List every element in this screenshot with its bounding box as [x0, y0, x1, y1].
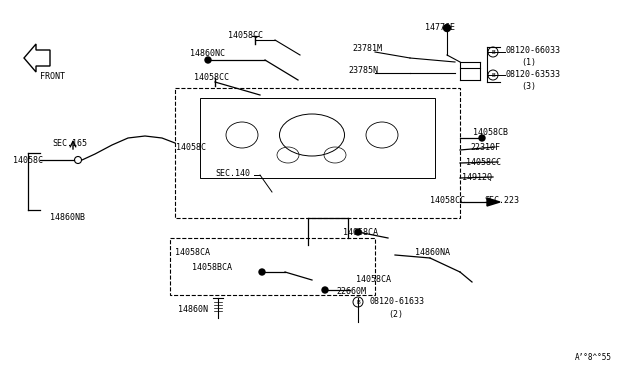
Circle shape: [479, 135, 485, 141]
Circle shape: [259, 269, 265, 275]
Text: 14058CC: 14058CC: [228, 31, 263, 39]
Text: 22660M: 22660M: [336, 288, 366, 296]
Circle shape: [444, 25, 451, 32]
Text: 14058C: 14058C: [176, 142, 206, 151]
Text: SEC.140: SEC.140: [215, 169, 250, 177]
Text: 14058CC: 14058CC: [430, 196, 465, 205]
Text: 22310F: 22310F: [470, 142, 500, 151]
Text: 14058CC: 14058CC: [194, 73, 229, 81]
Polygon shape: [487, 198, 500, 206]
Text: 14776E: 14776E: [425, 22, 455, 32]
Text: (3): (3): [521, 81, 536, 90]
Text: B: B: [356, 299, 360, 305]
Text: 23781M: 23781M: [352, 44, 382, 52]
Text: 14058C: 14058C: [13, 155, 43, 164]
Text: (1): (1): [521, 58, 536, 67]
Text: B: B: [491, 73, 495, 77]
Text: A’°8^°55: A’°8^°55: [575, 353, 612, 362]
Text: 14058CA: 14058CA: [356, 276, 391, 285]
Text: 14058CA: 14058CA: [343, 228, 378, 237]
Text: 14058CB: 14058CB: [473, 128, 508, 137]
Text: 08120-61633: 08120-61633: [370, 298, 425, 307]
Text: 08120-63533: 08120-63533: [505, 70, 560, 78]
Text: B: B: [491, 49, 495, 55]
Circle shape: [205, 57, 211, 63]
Text: (2): (2): [388, 310, 403, 318]
Circle shape: [355, 229, 361, 235]
Text: 14860NC: 14860NC: [190, 48, 225, 58]
Text: 14912Q: 14912Q: [462, 173, 492, 182]
Text: 14058CA: 14058CA: [175, 247, 210, 257]
Text: 23785N: 23785N: [348, 65, 378, 74]
Text: 08120-66033: 08120-66033: [505, 45, 560, 55]
Text: 14058CC: 14058CC: [466, 157, 501, 167]
Text: 14860NA: 14860NA: [415, 247, 450, 257]
Circle shape: [322, 287, 328, 293]
Text: SEC.165: SEC.165: [52, 138, 87, 148]
Text: SEC.223: SEC.223: [484, 196, 519, 205]
Text: 14058BCA: 14058BCA: [192, 263, 232, 272]
Text: FRONT: FRONT: [40, 71, 65, 80]
Text: 14860NB: 14860NB: [50, 212, 85, 221]
Text: 14860N: 14860N: [178, 305, 208, 314]
